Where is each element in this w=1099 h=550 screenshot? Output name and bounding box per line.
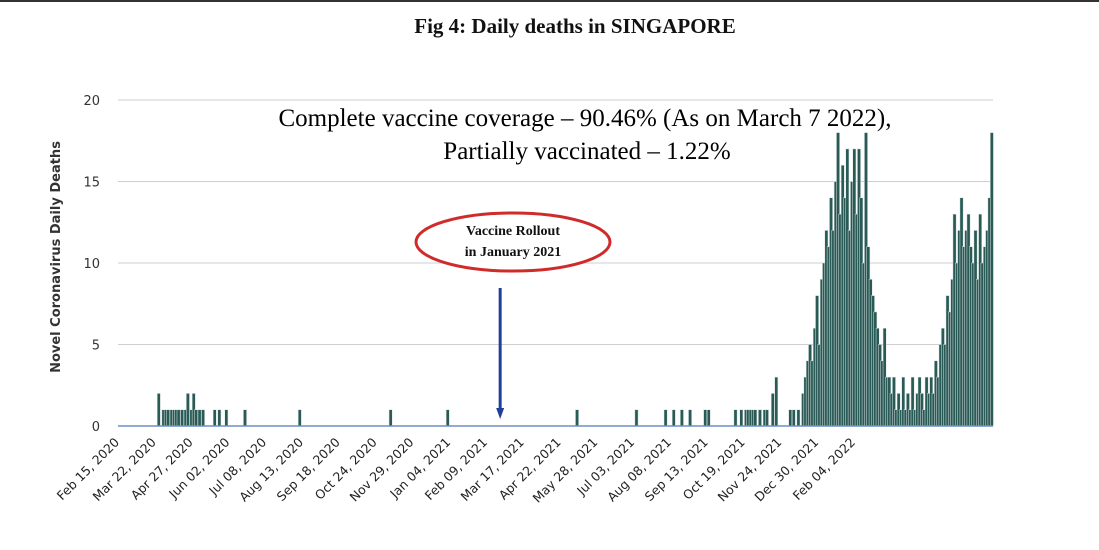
death-bar bbox=[224, 409, 229, 427]
y-tick-label: 20 bbox=[83, 94, 100, 109]
death-bar bbox=[197, 409, 202, 427]
death-bar bbox=[180, 409, 184, 427]
figure-title: Fig 4: Daily deaths in SINGAPORE bbox=[414, 14, 736, 38]
coverage-annotation-line2: Partially vaccinated – 1.22% bbox=[443, 138, 730, 165]
death-bar bbox=[753, 409, 758, 427]
death-bar bbox=[796, 409, 801, 427]
death-bar bbox=[243, 409, 247, 427]
death-bar bbox=[680, 409, 684, 427]
x-tick-label: Dec 30, 2021 bbox=[751, 435, 821, 505]
top-rule bbox=[0, 0, 1099, 2]
death-bar bbox=[166, 409, 170, 427]
death-bar bbox=[671, 409, 676, 427]
death-bar bbox=[765, 409, 769, 427]
death-bar bbox=[663, 409, 668, 427]
y-axis-label: Novel Coronavirus Daily Deaths bbox=[49, 141, 64, 373]
death-bar bbox=[706, 409, 711, 427]
x-tick-label: Feb 15, 2020 bbox=[54, 434, 122, 502]
death-bar bbox=[176, 409, 181, 427]
x-tick-label: Aug 13, 2020 bbox=[236, 434, 306, 504]
death-bar bbox=[774, 376, 779, 427]
death-bar bbox=[445, 409, 450, 427]
y-tick-label: 0 bbox=[92, 420, 100, 435]
death-bar bbox=[688, 409, 692, 427]
death-bar bbox=[739, 409, 744, 427]
death-bar bbox=[788, 409, 793, 427]
x-tick-label: Nov 24, 2021 bbox=[714, 435, 784, 505]
death-bar bbox=[201, 409, 205, 427]
death-bar bbox=[733, 409, 738, 427]
death-bar bbox=[212, 409, 217, 427]
death-bar bbox=[989, 132, 994, 427]
death-bar bbox=[186, 393, 190, 427]
death-bar bbox=[575, 409, 579, 427]
coverage-annotation-line1: Complete vaccine coverage – 90.46% (As o… bbox=[278, 105, 891, 132]
y-tick-label: 5 bbox=[92, 339, 100, 354]
y-tick-label: 10 bbox=[83, 257, 100, 272]
death-bar bbox=[758, 409, 762, 427]
death-bar bbox=[791, 409, 796, 427]
death-bars bbox=[156, 132, 994, 427]
rollout-ellipse bbox=[414, 211, 612, 273]
death-bar bbox=[770, 393, 775, 427]
x-tick-label: Aug 08, 2021 bbox=[604, 435, 674, 505]
rollout-arrowhead bbox=[496, 408, 505, 419]
x-tick-label: Nov 29, 2020 bbox=[346, 434, 416, 504]
death-bar bbox=[297, 409, 302, 427]
rollout-annotation-line1: Vaccine Rollout bbox=[466, 224, 560, 239]
y-tick-label: 15 bbox=[83, 176, 100, 191]
rollout-annotation-line2: in January 2021 bbox=[465, 245, 561, 260]
y-tick-labels: 0 5 10 15 20 bbox=[83, 94, 100, 435]
death-bar bbox=[156, 393, 161, 427]
death-bar bbox=[634, 409, 639, 427]
death-bar bbox=[388, 409, 393, 427]
death-bar bbox=[703, 409, 708, 427]
death-bar bbox=[217, 409, 222, 427]
death-bar bbox=[194, 409, 198, 427]
